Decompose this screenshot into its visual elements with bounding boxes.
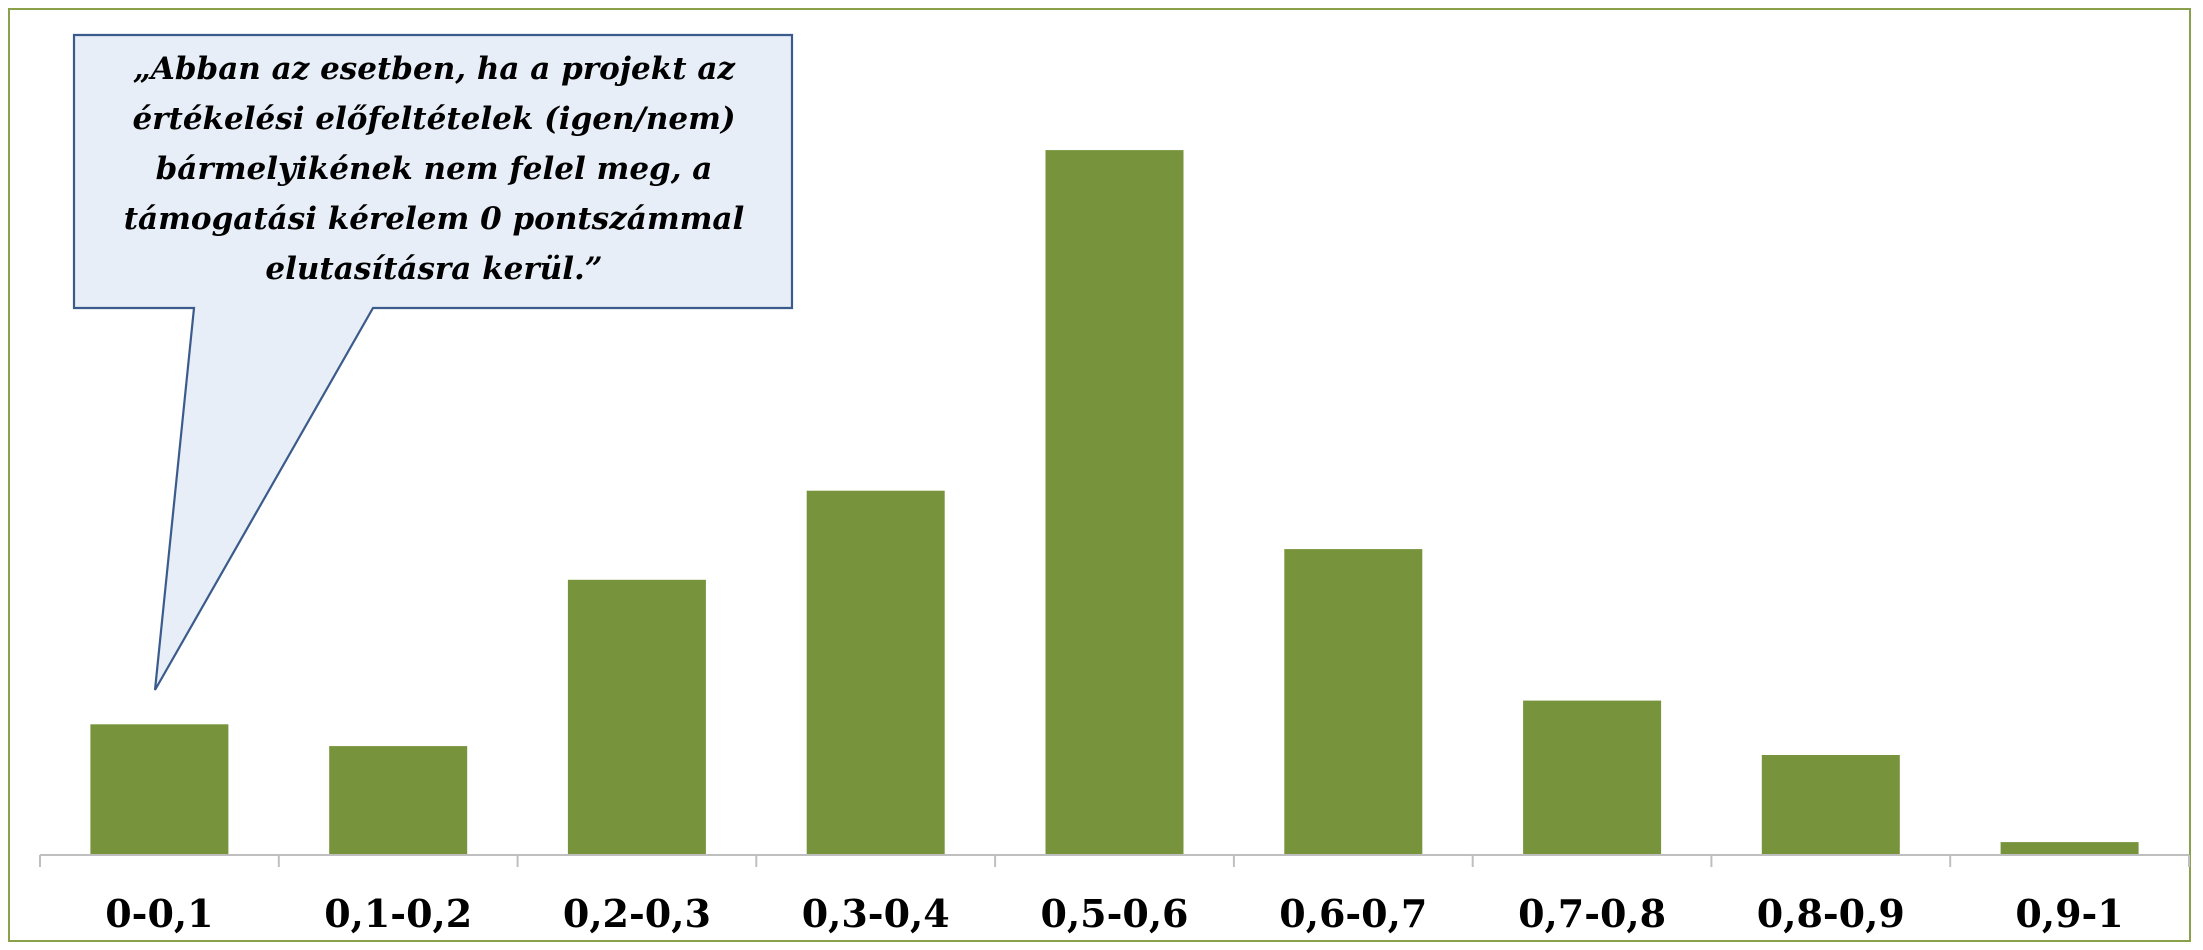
x-tick-label-2: 0,1-0,2 bbox=[324, 891, 472, 936]
x-tick-label-9: 0,9-1 bbox=[2015, 891, 2123, 936]
callout-annotation-text: „Abban az esetben, ha a projekt az érték… bbox=[77, 44, 791, 294]
bar-2 bbox=[329, 746, 468, 855]
x-tick-label-7: 0,7-0,8 bbox=[1518, 891, 1666, 936]
x-tick-label-5: 0,5-0,6 bbox=[1041, 891, 1189, 936]
x-axis-tick-labels: 0-0,1 0,1-0,2 0,2-0,3 0,3-0,4 0,5-0,6 0,6-0,7… bbox=[105, 891, 2124, 936]
callout-bubble bbox=[72, 33, 794, 691]
bar-5 bbox=[1045, 150, 1184, 856]
x-axis bbox=[39, 854, 2190, 867]
x-tick-label-3: 0,2-0,3 bbox=[563, 891, 711, 936]
bar-6 bbox=[1284, 549, 1423, 855]
callout-line-4: támogatási kérelem 0 pontszámmal bbox=[123, 201, 745, 237]
bar-1 bbox=[90, 724, 229, 855]
bars-layer bbox=[90, 150, 2139, 856]
bar-4 bbox=[806, 490, 945, 855]
x-tick-label-6: 0,6-0,7 bbox=[1279, 891, 1427, 936]
bar-7 bbox=[1523, 700, 1662, 855]
bar-8 bbox=[1761, 755, 1900, 855]
callout-line-3: bármelyikének nem felel meg, a bbox=[155, 151, 713, 187]
callout-line-1: „Abban az esetben, ha a projekt az bbox=[132, 51, 736, 87]
bar-3 bbox=[567, 579, 706, 855]
callout-line-2: értékelési előfeltételek (igen/nem) bbox=[132, 101, 736, 137]
x-tick-label-8: 0,8-0,9 bbox=[1757, 891, 1905, 936]
x-tick-label-4: 0,3-0,4 bbox=[802, 891, 950, 936]
x-tick-label-1: 0-0,1 bbox=[105, 891, 213, 936]
callout-line-5: elutasításra kerül.” bbox=[265, 251, 603, 287]
bar-9 bbox=[2000, 842, 2139, 855]
